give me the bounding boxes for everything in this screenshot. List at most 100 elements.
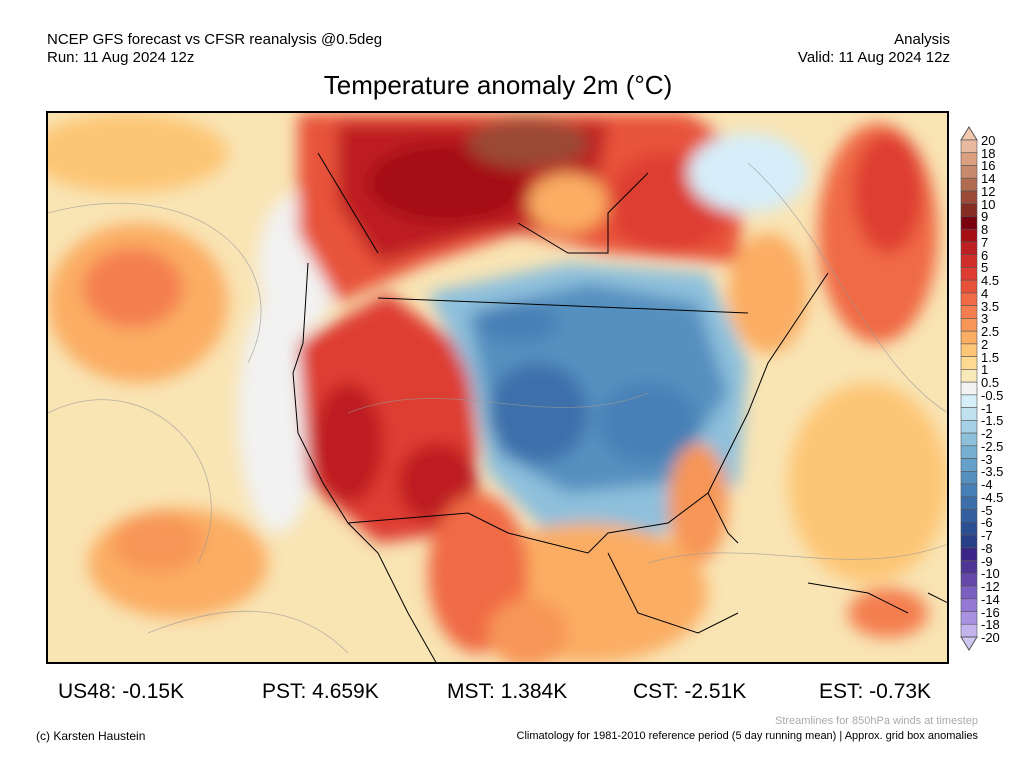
colorbar-label: 8 (981, 222, 989, 238)
colorbar-swatch (960, 394, 978, 408)
colorbar-label: 1.5 (981, 349, 1000, 365)
analysis-label: Analysis (894, 31, 950, 48)
valid-time: Valid: 11 Aug 2024 12z (797, 49, 950, 66)
colorbar-swatch (960, 509, 978, 523)
colorbar-swatch (960, 177, 978, 192)
colorbar-swatch (960, 522, 978, 536)
colorbar-label: 2.5 (981, 324, 1000, 340)
colorbar-label: 20 (981, 133, 996, 148)
colorbar-swatch (960, 432, 978, 447)
colorbar-swatch (960, 598, 978, 612)
colorbar-label: -16 (981, 604, 1000, 620)
colorbar-label: 0.5 (981, 375, 1000, 391)
colorbar-label: -1.5 (981, 413, 1004, 429)
colorbar-label: -9 (981, 553, 993, 569)
colorbar-swatch (960, 458, 978, 472)
colorbar-label: 3.5 (981, 298, 1000, 314)
colorbar-swatch (960, 267, 978, 281)
streamlines (48, 162, 947, 654)
map-title: Temperature anomaly 2m (°C) (323, 70, 673, 100)
colorbar-label: -20 (981, 630, 1000, 645)
colorbar-swatch (960, 623, 978, 638)
colorbar-swatch (960, 356, 978, 370)
colorbar-swatch (960, 445, 978, 459)
colorbar-swatch (960, 216, 978, 230)
stat-mst: MST: 1.384K (447, 680, 568, 703)
coastlines (292, 152, 947, 662)
colorbar-over-triangle (960, 126, 978, 141)
colorbar-swatch (960, 483, 978, 498)
stat-us48: US48: -0.15K (58, 680, 185, 703)
colorbar-label: -18 (981, 617, 1000, 633)
colorbar-label: -4 (981, 477, 993, 493)
colorbar-swatch (960, 471, 978, 485)
colorbar-label: -14 (981, 591, 1000, 607)
streamlines-note: Streamlines for 850hPa winds at timestep (775, 715, 978, 727)
colorbar (960, 126, 978, 651)
colorbar-label: -8 (981, 540, 993, 556)
colorbar-swatch (960, 330, 978, 345)
colorbar-swatch (960, 534, 978, 549)
anomaly-field (48, 113, 947, 662)
colorbar-swatch (960, 318, 978, 332)
stat-cst: CST: -2.51K (633, 680, 747, 703)
colorbar-swatch (960, 305, 978, 319)
temperature-anomaly-map (46, 111, 949, 664)
colorbar-label: -5 (981, 502, 993, 518)
colorbar-swatch (960, 228, 978, 243)
model-info: NCEP GFS forecast vs CFSR reanalysis @0.… (47, 31, 383, 48)
colorbar-swatch (960, 152, 978, 166)
colorbar-label: 9 (981, 209, 989, 225)
colorbar-label: 4.5 (981, 273, 1000, 289)
colorbar-swatch (960, 292, 978, 306)
colorbar-label: 6 (981, 247, 989, 263)
colorbar-swatch (960, 279, 978, 294)
colorbar-swatch (960, 496, 978, 510)
colorbar-label: 16 (981, 158, 996, 174)
colorbar-label: 1 (981, 362, 989, 378)
colorbar-label: -4.5 (981, 489, 1004, 505)
colorbar-swatch (960, 241, 978, 255)
colorbar-label: -3 (981, 451, 993, 467)
colorbar-under-triangle (960, 636, 978, 651)
colorbar-swatch (960, 547, 978, 561)
colorbar-swatch (960, 381, 978, 396)
colorbar-label: 4 (981, 285, 989, 301)
colorbar-swatch (960, 420, 978, 434)
colorbar-swatch (960, 139, 978, 154)
colorbar-swatch (960, 343, 978, 357)
colorbar-swatch (960, 254, 978, 268)
colorbar-label: 5 (981, 260, 989, 276)
credit: (c) Karsten Haustein (36, 729, 146, 743)
colorbar-label: 7 (981, 234, 989, 250)
stat-pst: PST: 4.659K (262, 680, 379, 703)
colorbar-label: -2 (981, 426, 993, 442)
colorbar-label: 12 (981, 183, 996, 199)
colorbar-swatch (960, 203, 978, 217)
colorbar-swatch (960, 407, 978, 421)
run-time: Run: 11 Aug 2024 12z (47, 49, 195, 66)
colorbar-swatch (960, 560, 978, 574)
colorbar-label: -10 (981, 566, 1000, 582)
colorbar-label: 18 (981, 145, 996, 161)
colorbar-swatch (960, 611, 978, 625)
colorbar-label: -0.5 (981, 387, 1004, 403)
colorbar-swatch (960, 585, 978, 600)
colorbar-swatch (960, 572, 978, 587)
colorbar-swatch (960, 369, 978, 383)
colorbar-label: -1 (981, 400, 993, 416)
colorbar-swatch (960, 190, 978, 205)
colorbar-swatch (960, 165, 978, 179)
colorbar-label: 10 (981, 196, 996, 212)
colorbar-label: -6 (981, 515, 993, 531)
stat-est: EST: -0.73K (819, 680, 932, 703)
anomaly-regions (48, 113, 947, 662)
colorbar-label: -12 (981, 579, 1000, 595)
colorbar-label: 2 (981, 336, 989, 352)
colorbar-label: -3.5 (981, 464, 1004, 480)
colorbar-label: -7 (981, 528, 993, 544)
colorbar-label: 3 (981, 311, 989, 327)
colorbar-label: -2.5 (981, 438, 1004, 454)
climatology-note: Climatology for 1981-2010 reference peri… (516, 730, 978, 742)
colorbar-label: 14 (981, 171, 996, 187)
